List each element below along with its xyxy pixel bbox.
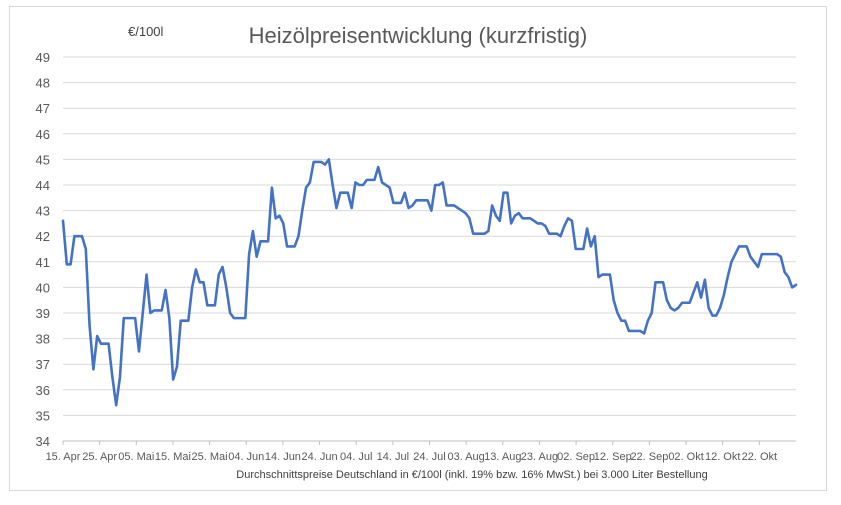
y-tick-label: 41 bbox=[36, 255, 50, 270]
y-tick-label: 35 bbox=[36, 408, 50, 423]
x-tick-label: 05. Mai bbox=[118, 451, 154, 463]
x-tick-label: 24. Jul bbox=[413, 451, 445, 463]
x-tick-label: 04. Jul bbox=[340, 451, 372, 463]
x-tick-label: 24. Jun bbox=[302, 451, 338, 463]
chart-area bbox=[9, 6, 827, 491]
x-tick-label: 03. Aug bbox=[447, 451, 484, 463]
series-layer bbox=[61, 158, 798, 407]
x-tick-label: 12. Sep bbox=[594, 451, 632, 463]
x-tick-label: 14. Jun bbox=[265, 451, 301, 463]
x-tick-label: 04. Jun bbox=[228, 451, 264, 463]
y-tick-label: 43 bbox=[36, 204, 50, 219]
y-tick-label: 37 bbox=[36, 357, 50, 372]
x-tick-label: 02. Sep bbox=[557, 451, 595, 463]
y-axis-ticks: 34 35 36 37 38 39 40 41 42 43 44 45 46 47 48 49 bbox=[36, 50, 50, 449]
x-tick-label: 12. Okt bbox=[705, 451, 740, 463]
x-tick-label: 22. Sep bbox=[630, 451, 668, 463]
y-tick-label: 36 bbox=[36, 383, 50, 398]
x-tick-label: 15. Apr bbox=[46, 451, 81, 463]
x-tick-label: 15. Mai bbox=[155, 451, 191, 463]
x-axis-ticks: 15. Apr 25. Apr 05. Mai 15. Mai 25. Mai 04. J… bbox=[46, 441, 777, 463]
x-tick-label: 25. Mai bbox=[192, 451, 228, 463]
y-tick-label: 49 bbox=[36, 50, 50, 65]
x-tick-label: 25. Apr bbox=[82, 451, 117, 463]
x-tick-label: 13. Aug bbox=[484, 451, 521, 463]
gridlines bbox=[63, 56, 796, 442]
y-tick-label: 40 bbox=[36, 280, 50, 295]
y-tick-label: 38 bbox=[36, 332, 50, 347]
x-tick-label: 22. Okt bbox=[742, 451, 777, 463]
x-axis-label: Durchschnittspreise Deutschland in €/100… bbox=[236, 469, 707, 481]
series-line bbox=[61, 158, 798, 407]
y-tick-label: 34 bbox=[36, 434, 50, 449]
chart-title: Heizölpreisentwicklung (kurzfristig) bbox=[249, 23, 588, 48]
y-tick-label: 48 bbox=[36, 76, 50, 91]
x-tick-label: 02. Okt bbox=[668, 451, 703, 463]
x-tick-label: 14. Jul bbox=[377, 451, 409, 463]
y-tick-label: 39 bbox=[36, 306, 50, 321]
y-tick-label: 45 bbox=[36, 152, 50, 167]
unit-label: €/100l bbox=[128, 24, 164, 39]
y-tick-label: 46 bbox=[36, 127, 50, 142]
y-tick-label: 44 bbox=[36, 178, 50, 193]
y-tick-label: 42 bbox=[36, 229, 50, 244]
x-tick-label: 23. Aug bbox=[521, 451, 558, 463]
y-tick-label: 47 bbox=[36, 101, 50, 116]
